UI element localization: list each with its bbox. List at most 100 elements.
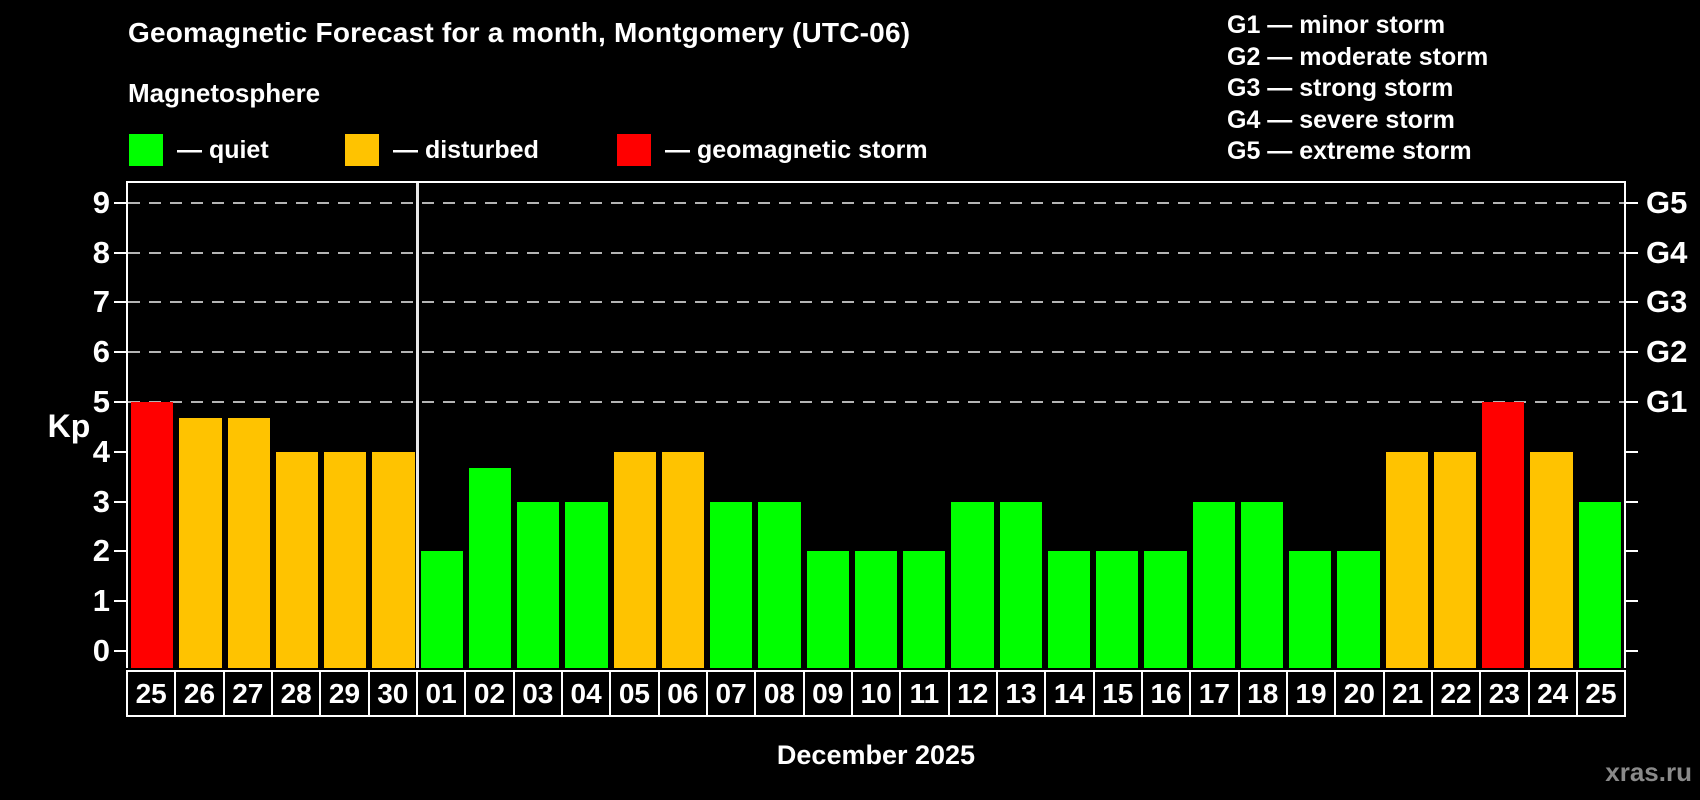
storm-scale-legend: G1 — minor storm G2 — moderate storm G3 — … — [1227, 10, 1488, 168]
bar-01 — [420, 551, 463, 668]
bar-20 — [1337, 551, 1380, 668]
y-axis-label-6: 6 — [92, 334, 110, 370]
bar-23 — [1482, 402, 1525, 668]
right-tick-5 — [1626, 401, 1638, 403]
left-tick-5 — [114, 401, 126, 403]
day-label-08: 08 — [754, 670, 805, 717]
bar-03 — [517, 501, 560, 668]
bar-16 — [1144, 551, 1187, 668]
left-tick-0 — [114, 650, 126, 652]
gridline-kp-8 — [128, 251, 1624, 254]
day-label-01: 01 — [415, 670, 467, 717]
bar-27 — [227, 418, 270, 668]
bar-22 — [1433, 451, 1477, 668]
left-tick-3 — [114, 500, 126, 503]
y-axis-label-9: 9 — [92, 184, 110, 220]
day-label-04: 04 — [560, 670, 612, 717]
day-label-15: 15 — [1092, 670, 1143, 717]
day-label-12: 12 — [947, 670, 998, 717]
legend-label-storm: — geomagnetic storm — [665, 135, 928, 164]
day-label-10: 10 — [850, 670, 902, 717]
bar-14 — [1047, 551, 1091, 668]
legend-item-quiet: — quiet — [129, 133, 269, 167]
left-tick-8 — [114, 251, 126, 254]
day-label-27: 27 — [222, 670, 273, 717]
chart-subtitle: Magnetosphere — [128, 78, 321, 108]
legend-item-storm: — geomagnetic storm — [617, 133, 928, 167]
day-label-03: 03 — [512, 670, 563, 717]
day-label-18: 18 — [1237, 670, 1288, 717]
bar-25 — [1578, 501, 1621, 668]
bar-02 — [468, 468, 512, 668]
right-tick-8 — [1626, 251, 1638, 254]
day-label-26: 26 — [174, 670, 225, 717]
bar-28 — [275, 451, 319, 668]
bar-08 — [758, 501, 801, 668]
watermark: xras.ru — [1605, 757, 1692, 787]
right-tick-0 — [1626, 650, 1638, 652]
day-label-28: 28 — [270, 670, 322, 717]
y-axis-label-4: 4 — [92, 433, 110, 469]
gridline-kp-7 — [128, 301, 1624, 304]
bar-17 — [1192, 501, 1235, 668]
day-label-25: 25 — [1575, 670, 1627, 717]
right-axis-label-g4: G4 — [1646, 234, 1688, 270]
day-label-09: 09 — [802, 670, 853, 717]
storm-scale-line-g4: G4 — severe storm — [1227, 105, 1455, 134]
month-separator-line — [416, 183, 420, 668]
y-axis-label-8: 8 — [92, 234, 110, 270]
bar-29 — [324, 451, 367, 668]
legend-label-disturbed: — disturbed — [393, 135, 539, 164]
day-label-07: 07 — [705, 670, 757, 717]
bar-09 — [806, 551, 849, 668]
left-tick-9 — [114, 201, 126, 204]
plot-area — [126, 181, 1626, 668]
bar-13 — [999, 501, 1042, 668]
y-axis-label-7: 7 — [92, 284, 110, 320]
kp-legend: — quiet — disturbed — geomagnetic storm — [0, 133, 1100, 167]
right-tick-9 — [1626, 201, 1638, 204]
y-axis-label-5: 5 — [92, 384, 110, 419]
storm-scale-line-g5: G5 — extreme storm — [1227, 137, 1472, 165]
bar-30 — [372, 451, 415, 668]
gridline-kp-5 — [128, 401, 1624, 403]
bar-11 — [903, 551, 946, 668]
legend-item-disturbed: — disturbed — [345, 133, 539, 167]
right-axis-label-g1: G1 — [1646, 384, 1688, 419]
right-axis-label-g2: G2 — [1646, 334, 1688, 370]
day-label-30: 30 — [367, 670, 418, 717]
day-label-19: 19 — [1285, 670, 1337, 717]
gridline-kp-9 — [128, 201, 1624, 204]
y-axis-label-1: 1 — [92, 583, 110, 619]
day-label-02: 02 — [464, 670, 515, 717]
day-label-20: 20 — [1334, 670, 1385, 717]
x-axis-day-labels: 25 26 27 28 29 30 01 02 03 04 05 06 07 08 09 10 11 12 13 14… — [126, 670, 1627, 717]
day-label-21: 21 — [1382, 670, 1433, 717]
x-axis-title: December 2025 — [776, 740, 976, 770]
storm-scale-line-g2: G2 — moderate storm — [1227, 42, 1489, 71]
day-label-16: 16 — [1140, 670, 1192, 717]
y-axis-label-2: 2 — [92, 533, 110, 569]
legend-label-quiet: — quiet — [177, 135, 269, 164]
right-tick-7 — [1626, 301, 1638, 304]
day-label-25: 25 — [126, 670, 177, 717]
bar-12 — [951, 501, 994, 668]
storm-scale-line-g1: G1 — minor storm — [1227, 11, 1446, 39]
bar-15 — [1096, 551, 1139, 668]
y-axis-label-3: 3 — [92, 483, 110, 519]
bar-07 — [710, 501, 753, 668]
day-label-22: 22 — [1430, 670, 1482, 717]
bar-19 — [1289, 551, 1332, 668]
legend-swatch-disturbed — [345, 134, 379, 166]
left-tick-6 — [114, 351, 126, 354]
right-tick-1 — [1626, 600, 1638, 603]
right-axis-label-g3: G3 — [1646, 284, 1688, 320]
day-label-23: 23 — [1479, 670, 1530, 717]
bar-06 — [661, 451, 705, 668]
day-label-24: 24 — [1527, 670, 1578, 717]
gridline-kp-6 — [128, 351, 1624, 354]
day-label-05: 05 — [609, 670, 660, 717]
day-label-29: 29 — [319, 670, 370, 717]
legend-swatch-storm — [617, 134, 651, 166]
